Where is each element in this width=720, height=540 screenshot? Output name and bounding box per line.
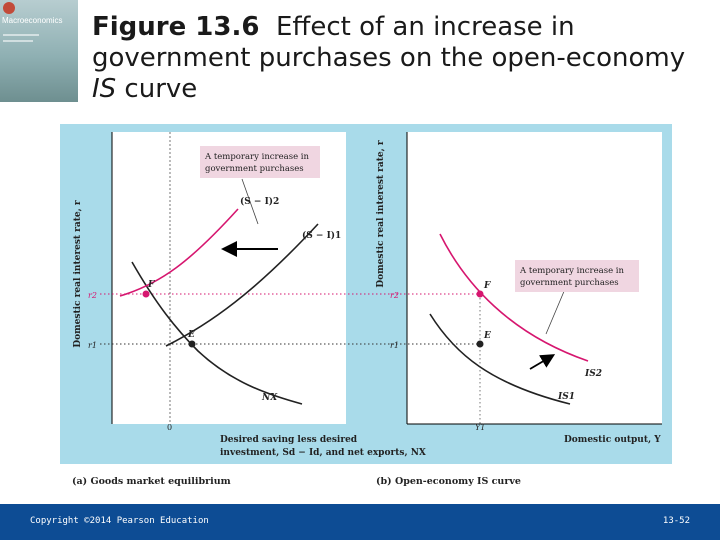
panel-a-x-axis-line1: Desired saving less desired — [220, 435, 358, 445]
annotation-b-pointer — [545, 288, 566, 335]
is1-curve — [429, 313, 571, 405]
s-minus-i-1-curve — [165, 223, 319, 347]
shift-right-arrow — [529, 354, 556, 370]
panel-a-point-f-label: F — [147, 280, 155, 290]
annotation-b-line1: A temporary increase in — [519, 266, 625, 276]
panel-b-x-axis-label: Domestic output, Y — [564, 435, 661, 445]
panel-a-y-axis-label: Domestic real interest rate, r — [73, 200, 83, 348]
panel-a-caption: (a) Goods market equilibrium — [72, 476, 231, 487]
book-cover-thumbnail: Macroeconomics — [0, 0, 78, 102]
panel-b-y1-label: Y1 — [475, 423, 485, 432]
panel-b-r1-label: r1 — [390, 341, 399, 350]
panel-a-zero-label: 0 — [167, 423, 172, 432]
figure-svg: A temporary increase in government purch… — [60, 124, 672, 494]
title-text-italic: IS — [92, 74, 117, 104]
copyright-text: Copyright ©2014 Pearson Education — [30, 516, 209, 526]
curve-is1-label: IS1 — [557, 392, 575, 402]
annotation-box-a — [200, 146, 320, 178]
panel-a-r2-label: r2 — [88, 291, 97, 300]
panel-b-caption: (b) Open-economy IS curve — [376, 476, 521, 487]
point-e-panel-a — [188, 340, 196, 348]
annotation-box-b — [515, 260, 639, 292]
panel-b-r2-label: r2 — [390, 291, 399, 300]
nx-curve — [131, 261, 303, 405]
panel-a-point-e-label: E — [187, 330, 195, 340]
curve-nx-label: NX — [261, 393, 278, 403]
panel-b-point-e-label: E — [483, 331, 491, 341]
curve-s-minus-i-1-label: (S − I)1 — [302, 230, 341, 241]
point-e-panel-b — [476, 340, 484, 348]
page-number: 13-52 — [662, 516, 690, 526]
panel-a-r1-label: r1 — [88, 341, 97, 350]
point-f-panel-a — [142, 290, 150, 298]
annotation-a-line1: A temporary increase in — [204, 152, 310, 162]
title-text-2: curve — [116, 74, 198, 104]
annotation-b-line2: government purchases — [520, 278, 619, 288]
cover-text-line — [3, 34, 39, 36]
panel-b-point-f-label: F — [483, 281, 491, 291]
is2-curve — [439, 233, 589, 362]
figure-13-6: A temporary increase in government purch… — [60, 124, 672, 494]
point-f-panel-b — [476, 290, 484, 298]
slide-title: Figure 13.6 Effect of an increase in gov… — [92, 12, 702, 105]
figure-number: Figure 13.6 — [92, 12, 260, 42]
footer-bar: Copyright ©2014 Pearson Education 13-52 — [0, 504, 720, 540]
s-minus-i-2-curve — [119, 208, 239, 297]
title-text-1: Effect of an increase in government purc… — [92, 12, 686, 73]
panel-a-x-axis-line2: investment, Sd − Id, and net exports, NX — [220, 448, 426, 458]
panel-b-y-axis-label: Domestic real interest rate, r — [376, 140, 386, 288]
book-badge-icon — [3, 2, 15, 14]
annotation-a-line2: government purchases — [205, 164, 304, 174]
caption-strip — [60, 464, 672, 494]
cover-text-line — [3, 40, 33, 42]
curve-s-minus-i-2-label: (S − I)2 — [240, 196, 279, 207]
curve-is2-label: IS2 — [584, 369, 602, 379]
book-cover-brand: Macroeconomics — [2, 16, 63, 25]
annotation-a-pointer — [241, 178, 259, 225]
